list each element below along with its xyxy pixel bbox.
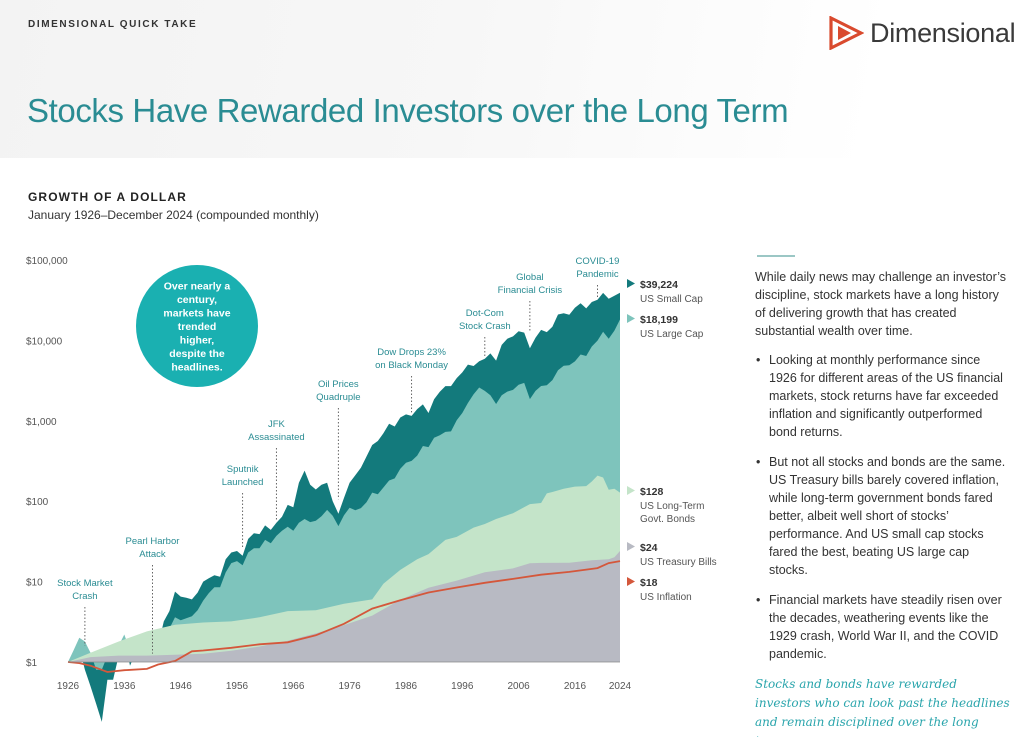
event-annotation-label: Dow Drops 23% [377,347,446,358]
x-tick-label: 2016 [564,681,587,692]
event-annotation-label: Oil Prices [318,379,359,390]
event-annotation-label: Global [516,272,543,283]
event-annotation-label: Sputnik [227,464,259,475]
event-annotation-label: COVID-19 [576,256,620,267]
closing-statement: Stocks and bonds have rewarded investors… [755,677,1010,737]
y-tick-label: $100,000 [26,256,68,267]
legend-series-name: US Small Cap [640,294,703,305]
legend-marker-icon [627,486,635,495]
legend-value: $18 [640,577,658,589]
event-annotation-label: JFK [268,419,286,430]
y-tick-label: $100 [26,497,49,508]
kicker: DIMENSIONAL QUICK TAKE [28,19,198,30]
legend-series-name: Govt. Bonds [640,514,695,525]
event-annotation-label: Dot-Com [466,308,504,319]
key-point: Looking at monthly performance since 192… [755,351,1010,441]
y-tick-label: $10 [26,578,43,589]
x-tick-label: 1986 [395,681,418,692]
y-tick-label: $1 [26,658,38,669]
event-annotation-label: Pandemic [576,269,618,280]
event-annotation-label: Crash [72,591,97,602]
commentary-column: While daily news may challenge an invest… [755,268,1010,737]
x-tick-label: 1996 [451,681,474,692]
legend-value: $39,224 [640,279,678,291]
dimensional-logo-icon [829,16,864,50]
callout-text-line: headlines. [171,362,222,374]
series-line-inflation [67,560,621,673]
legend-value: $128 [640,486,664,498]
callout-text-line: trended [178,321,217,333]
callout-text-line: Over nearly a [164,281,231,293]
y-tick-label: $10,000 [26,336,63,347]
header-band [0,0,1024,158]
x-tick-label: 1966 [282,681,305,692]
legend-marker-icon [627,577,635,586]
callout-text-line: higher, [180,335,215,347]
key-point: But not all stocks and bonds are the sam… [755,453,1010,579]
event-annotation-label: on Black Monday [375,360,448,371]
x-tick-label: 1926 [57,681,80,692]
event-annotation-label: Stock Crash [459,321,511,332]
legend-series-name: US Treasury Bills [640,557,717,568]
event-annotation-label: Stock Market [57,578,113,589]
page-title: Stocks Have Rewarded Investors over the … [27,92,789,129]
legend-value: $24 [640,542,658,554]
event-annotation-label: Attack [139,549,166,560]
legend-marker-icon [627,542,635,551]
event-annotation-label: Financial Crisis [498,285,563,296]
event-annotation-label: Launched [222,477,264,488]
callout-text-line: century, [177,294,217,306]
y-tick-label: $1,000 [26,417,57,428]
event-annotation-label: Assassinated [248,432,305,443]
legend-marker-icon [627,314,635,323]
legend-series-name: US Long-Term [640,501,704,512]
x-tick-label: 1976 [339,681,362,692]
chart-subtitle: January 1926–December 2024 (compounded m… [28,208,319,222]
legend-value: $18,199 [640,314,678,326]
x-tick-label: 2006 [507,681,530,692]
callout-bubble [136,265,258,387]
legend-series-name: US Inflation [640,592,692,603]
section-divider [757,255,795,257]
chart-title: GROWTH OF A DOLLAR [28,190,187,204]
brand-logo: Dimensional [828,16,1016,50]
callout-text-line: despite the [169,348,225,360]
brand-name: Dimensional [870,17,1016,48]
series-area-treasury-bills [68,551,620,662]
legend-marker-icon [627,279,635,288]
x-tick-label: 2024 [609,681,632,692]
key-point: Financial markets have steadily risen ov… [755,591,1010,663]
event-annotation-label: Pearl Harbor [126,536,180,547]
key-points-list: Looking at monthly performance since 192… [755,351,1010,663]
legend-series-name: US Large Cap [640,329,704,340]
intro-paragraph: While daily news may challenge an invest… [755,270,1007,338]
event-annotation-label: Quadruple [316,392,360,403]
callout-text-line: markets have [163,308,230,320]
x-tick-label: 1956 [226,681,249,692]
x-tick-label: 1946 [170,681,193,692]
x-tick-label: 1936 [113,681,136,692]
growth-of-a-dollar-chart: $1 $10 $100 $1,000 $10,000 $100,000 Stock Mar… [26,256,717,722]
